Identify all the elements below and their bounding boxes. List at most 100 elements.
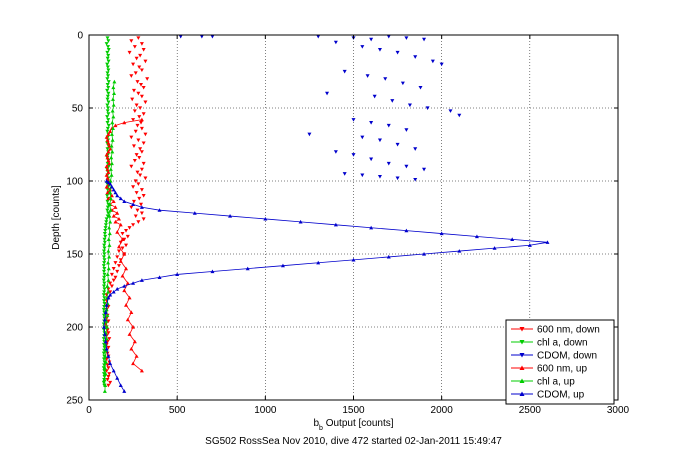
data-point: [139, 278, 144, 282]
data-point: [127, 295, 132, 300]
data-point: [133, 214, 138, 219]
data-point: [101, 307, 106, 312]
data-point: [377, 175, 382, 179]
data-point: [139, 83, 144, 87]
data-point: [131, 88, 136, 93]
chart-title: SG502 RossSea Nov 2010, dive 472 started…: [205, 436, 502, 447]
data-point: [108, 208, 113, 212]
data-point: [111, 85, 116, 90]
data-point: [113, 205, 118, 209]
legend-swatch-marker: [519, 365, 525, 370]
data-point: [104, 303, 109, 307]
data-point: [404, 164, 409, 169]
data-point: [457, 249, 462, 253]
data-point: [199, 34, 204, 39]
x-tick-label: 2500: [519, 405, 542, 416]
data-point: [425, 106, 430, 110]
series-1: [101, 36, 111, 388]
data-point: [108, 187, 113, 192]
data-point: [118, 259, 123, 263]
data-point: [109, 155, 114, 160]
data-point: [116, 216, 121, 221]
y-tick-label: 200: [66, 323, 83, 334]
data-point: [108, 290, 113, 294]
data-point: [139, 126, 144, 131]
data-point: [136, 36, 141, 40]
data-point: [448, 109, 453, 113]
data-point: [407, 103, 412, 108]
data-point: [492, 246, 497, 250]
series-3: [104, 117, 144, 373]
data-point: [115, 211, 120, 215]
series-4: [102, 79, 117, 393]
x-axis-label-subscript: b: [319, 425, 323, 432]
data-point: [129, 205, 134, 210]
data-point: [102, 246, 107, 251]
data-point: [132, 45, 137, 49]
data-point: [404, 228, 409, 233]
data-point: [316, 260, 321, 265]
data-point: [102, 332, 107, 336]
data-point: [106, 149, 111, 154]
data-point: [107, 231, 112, 236]
data-point: [325, 91, 330, 96]
data-point: [106, 375, 111, 379]
data-point: [125, 234, 130, 239]
data-point: [139, 68, 144, 73]
legend-swatch-marker: [519, 378, 525, 383]
data-point: [192, 211, 197, 215]
data-point: [104, 152, 109, 157]
data-point: [105, 129, 110, 134]
data-point: [383, 77, 388, 81]
data-point: [101, 337, 106, 341]
data-point: [116, 264, 121, 268]
data-point: [129, 346, 134, 351]
data-point: [118, 222, 123, 227]
data-point: [122, 237, 127, 242]
data-point: [136, 138, 141, 143]
data-point: [110, 108, 115, 113]
data-point: [139, 167, 144, 172]
data-point: [106, 45, 111, 49]
data-point: [136, 220, 141, 224]
data-point: [107, 161, 112, 166]
data-point: [106, 118, 111, 122]
data-point: [122, 284, 127, 288]
data-point: [360, 173, 365, 178]
data-point: [369, 121, 374, 125]
grid: [89, 35, 618, 400]
data-point: [101, 351, 106, 356]
data-point: [106, 331, 111, 335]
data-point: [124, 243, 129, 248]
data-point: [132, 109, 137, 113]
x-tick-label: 500: [169, 405, 186, 416]
data-point: [101, 249, 106, 254]
data-point: [102, 275, 107, 280]
data-point: [134, 191, 139, 195]
data-point: [106, 59, 111, 64]
data-point: [105, 205, 110, 210]
x-axis-label: bb Output [counts]: [313, 418, 393, 432]
data-point: [106, 53, 111, 58]
data-point: [404, 128, 409, 132]
data-point: [104, 325, 109, 329]
data-point: [107, 214, 112, 218]
data-point: [122, 199, 127, 204]
data-point: [107, 372, 112, 376]
data-point: [139, 150, 144, 154]
data-point: [141, 217, 146, 221]
y-tick-label: 0: [77, 31, 83, 42]
legend: 600 nm, down chl a, down CDOM, down 600 nm,…: [505, 319, 615, 405]
x-axis-label-main: b: [313, 418, 319, 429]
data-point: [138, 147, 143, 151]
data-point: [106, 158, 111, 163]
data-point: [137, 65, 142, 70]
data-point: [143, 176, 148, 181]
data-point: [545, 240, 550, 244]
data-point: [351, 153, 356, 157]
data-point: [139, 42, 144, 46]
data-point: [439, 231, 444, 236]
data-point: [298, 219, 303, 224]
data-point: [141, 161, 146, 166]
data-point: [104, 184, 109, 189]
